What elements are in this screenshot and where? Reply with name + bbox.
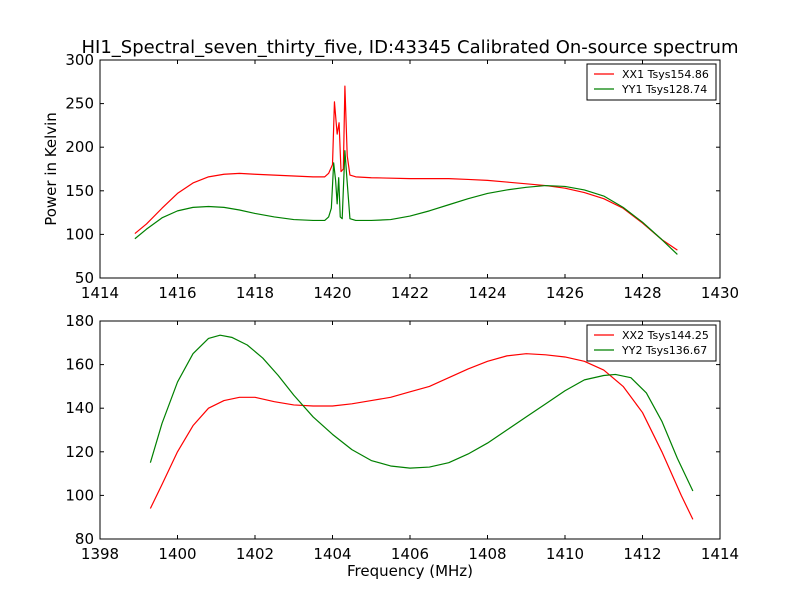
bottom-x-tick-label: 1414 xyxy=(701,545,739,563)
bottom-legend: XX2 Tsys144.25 YY2 Tsys136.67 xyxy=(586,324,717,362)
bottom-x-tick-label: 1402 xyxy=(236,545,274,563)
bottom-series-line-1 xyxy=(149,353,694,520)
top-y-tick-label: 200 xyxy=(65,138,94,156)
top-x-tick-label: 1416 xyxy=(158,284,196,302)
bottom-x-tick-label: 1412 xyxy=(623,545,661,563)
bottom-x-tick-label: 1400 xyxy=(158,545,196,563)
top-plot-ticks: 1414 1416 1418 1420 1422 1424 1426 1428 1430 50 10… xyxy=(65,51,739,302)
bottom-x-tick-label: 1404 xyxy=(313,545,351,563)
top-y-tick-label: 50 xyxy=(75,269,94,287)
top-x-tick-label: 1430 xyxy=(701,284,739,302)
bottom-x-tick-label: 1398 xyxy=(81,545,119,563)
top-legend: XX1 Tsys154.86 YY1 Tsys128.74 xyxy=(586,63,717,101)
bottom-legend-box xyxy=(586,324,717,362)
top-y-tick-label: 250 xyxy=(65,95,94,113)
bottom-y-tick-label: 140 xyxy=(65,399,94,417)
bottom-plot: 1398 1400 1402 1404 1406 1408 1410 1412 1414 80 10… xyxy=(65,312,739,580)
bottom-x-tick-label: 1410 xyxy=(546,545,584,563)
top-x-tick-label: 1424 xyxy=(468,284,506,302)
legend-label-xx2: XX2 Tsys144.25 xyxy=(622,329,709,342)
top-x-tick-label: 1426 xyxy=(546,284,584,302)
top-x-tick-label: 1418 xyxy=(236,284,274,302)
top-x-tick-label: 1428 xyxy=(623,284,661,302)
top-y-tick-label: 300 xyxy=(65,51,94,69)
top-y-tick-label: 100 xyxy=(65,225,94,243)
bottom-x-tick-label: 1406 xyxy=(391,545,429,563)
legend-label-yy1: YY1 Tsys128.74 xyxy=(621,83,707,96)
top-plot-series xyxy=(134,85,678,255)
bottom-y-tick-label: 180 xyxy=(65,312,94,330)
bottom-series-line-2 xyxy=(149,334,694,492)
bottom-y-tick-label: 80 xyxy=(75,530,94,548)
bottom-x-tick-label: 1408 xyxy=(468,545,506,563)
top-x-tick-label: 1422 xyxy=(391,284,429,302)
top-plot: 1414 1416 1418 1420 1422 1424 1426 1428 1430 50 10… xyxy=(42,51,739,302)
bottom-plot-series xyxy=(149,334,694,520)
chart-title: HI1_Spectral_seven_thirty_five, ID:43345… xyxy=(82,37,739,58)
top-series-line-2 xyxy=(134,150,678,255)
bottom-y-tick-label: 160 xyxy=(65,356,94,374)
top-legend-box xyxy=(586,63,717,101)
x-axis-label: Frequency (MHz) xyxy=(347,562,473,580)
legend-label-yy2: YY2 Tsys136.67 xyxy=(621,344,707,357)
bottom-y-tick-label: 100 xyxy=(65,486,94,504)
top-y-tick-label: 150 xyxy=(65,182,94,200)
top-series-line-1 xyxy=(134,85,678,251)
top-y-axis-label: Power in Kelvin xyxy=(42,112,60,226)
top-x-tick-label: 1414 xyxy=(81,284,119,302)
bottom-plot-ticks: 1398 1400 1402 1404 1406 1408 1410 1412 1414 80 10… xyxy=(65,312,739,563)
top-x-tick-label: 1420 xyxy=(313,284,351,302)
bottom-y-tick-label: 120 xyxy=(65,443,94,461)
legend-label-xx1: XX1 Tsys154.86 xyxy=(622,68,709,81)
